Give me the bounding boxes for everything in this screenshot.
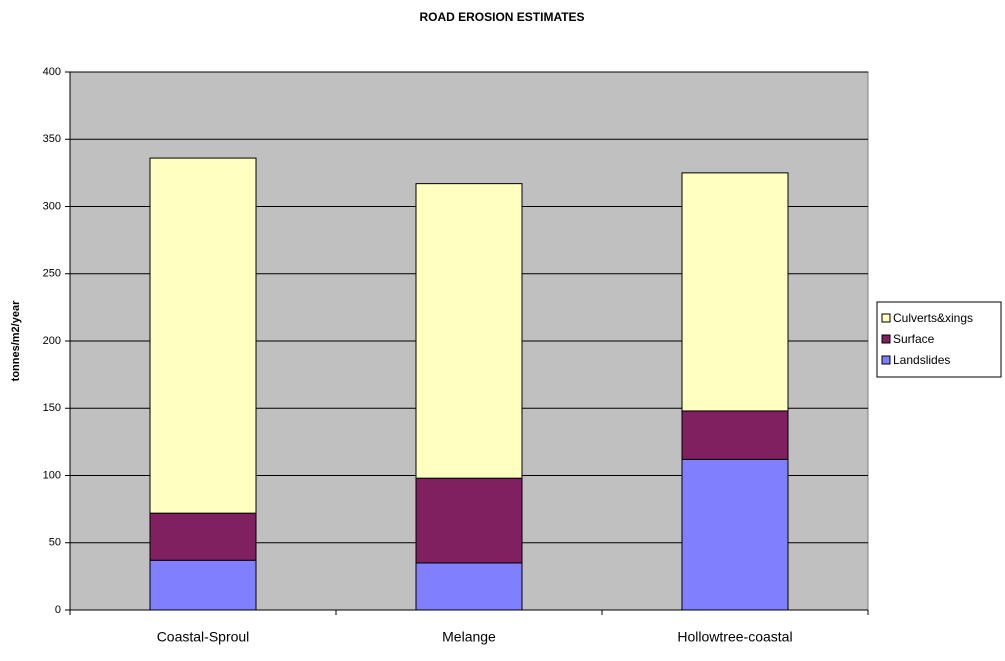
legend-label: Surface — [893, 332, 935, 346]
y-tick-label: 250 — [43, 268, 61, 280]
y-tick-label: 200 — [43, 335, 61, 347]
bar-segment — [415, 562, 523, 611]
bar-segment — [149, 512, 257, 561]
x-tick-label: Melange — [442, 629, 496, 645]
bar-segment — [149, 559, 257, 611]
legend-swatch — [881, 355, 891, 365]
y-axis-label: tonnes/m2/year — [10, 300, 22, 381]
chart-title: ROAD EROSION ESTIMATES — [419, 10, 584, 24]
legend-swatch — [881, 334, 891, 344]
bar-segment — [681, 172, 789, 412]
y-tick-label: 300 — [43, 200, 61, 212]
bar-segment — [415, 183, 523, 479]
y-tick-label: 400 — [43, 66, 61, 78]
bar-segment — [415, 477, 523, 564]
legend-label: Landslides — [893, 353, 950, 367]
bar-segment — [149, 157, 257, 514]
bar-segment — [681, 458, 789, 611]
x-tick-label: Coastal-Sproul — [157, 629, 250, 645]
legend-swatch — [881, 313, 891, 323]
bar-segment — [681, 410, 789, 460]
legend-label: Culverts&xings — [893, 311, 973, 325]
y-tick-label: 0 — [55, 604, 61, 616]
x-tick-label: Hollowtree-coastal — [677, 629, 792, 645]
y-tick-label: 150 — [43, 402, 61, 414]
y-tick-label: 50 — [49, 537, 61, 549]
legend-box — [876, 301, 1002, 378]
y-tick-label: 350 — [43, 133, 61, 145]
y-tick-label: 100 — [43, 469, 61, 481]
